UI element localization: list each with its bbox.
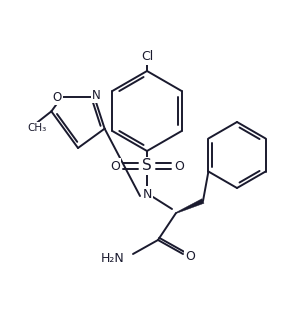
Text: S: S xyxy=(142,159,152,173)
Text: O: O xyxy=(110,160,120,172)
Text: O: O xyxy=(185,250,195,263)
Text: O: O xyxy=(174,160,184,172)
Polygon shape xyxy=(176,199,204,213)
Text: N: N xyxy=(142,187,152,200)
Text: N: N xyxy=(92,89,101,102)
Text: O: O xyxy=(52,91,61,104)
Text: Cl: Cl xyxy=(141,51,153,64)
Text: CH₃: CH₃ xyxy=(27,123,47,133)
Text: H₂N: H₂N xyxy=(101,252,125,265)
